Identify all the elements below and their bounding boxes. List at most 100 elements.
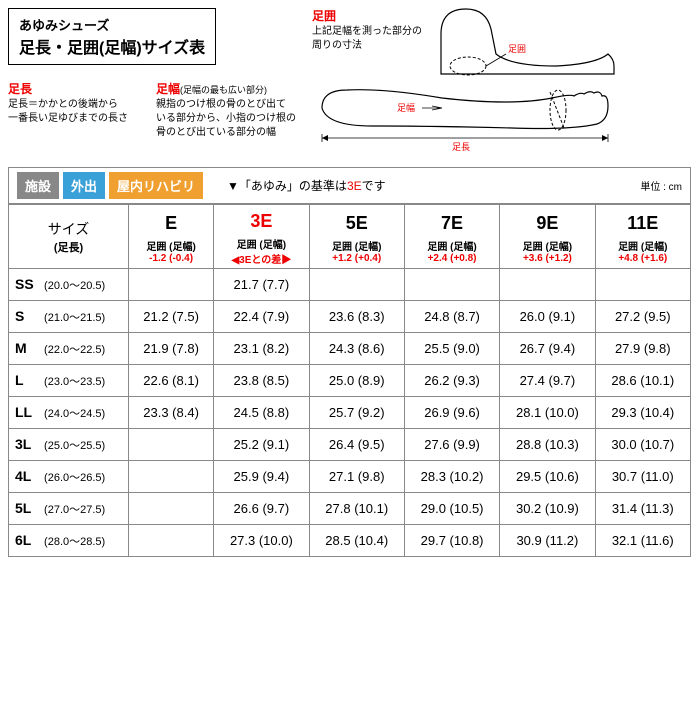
row-label: SS (20.0～20.5) bbox=[9, 269, 129, 301]
def-sokuhaba-title: 足幅 bbox=[156, 82, 180, 96]
row-code: 4L bbox=[15, 468, 41, 484]
row-label: 6L (28.0～28.5) bbox=[9, 525, 129, 557]
col-sub: 足囲 (足幅) bbox=[407, 238, 497, 253]
col-code: 7E bbox=[407, 209, 497, 238]
table-row: M (22.0～22.5)21.9 (7.8)23.1 (8.2)24.3 (8… bbox=[9, 333, 691, 365]
cell: 26.7 (9.4) bbox=[500, 333, 595, 365]
row-label: 5L (27.0～27.5) bbox=[9, 493, 129, 525]
row-code: LL bbox=[15, 404, 41, 420]
cell: 21.2 (7.5) bbox=[129, 301, 214, 333]
title-box: あゆみシューズ 足長・足囲(足幅)サイズ表 bbox=[8, 8, 216, 65]
foot-side-diagram: 足囲 bbox=[436, 4, 616, 82]
col-sub: 足囲 (足幅) bbox=[312, 238, 402, 253]
brand: あゆみシューズ bbox=[19, 15, 205, 34]
cell: 27.8 (10.1) bbox=[309, 493, 404, 525]
col-header-3E: 3E足囲 (足幅)◀3Eとの差▶ bbox=[214, 205, 309, 269]
cell: 27.2 (9.5) bbox=[595, 301, 690, 333]
row-code: 3L bbox=[15, 436, 41, 452]
def-sokuhaba-line3: 骨のとび出ている部分の幅 bbox=[156, 126, 296, 140]
row-range: (21.0～21.5) bbox=[41, 312, 105, 324]
def-sokuhaba-line2: いる部分から、小指のつけ根の bbox=[156, 112, 296, 126]
table-row: 5L (27.0～27.5)26.6 (9.7)27.8 (10.1)29.0 … bbox=[9, 493, 691, 525]
cell: 29.3 (10.4) bbox=[595, 397, 690, 429]
row-code: L bbox=[15, 372, 41, 388]
col-sub: 足囲 (足幅) bbox=[131, 238, 211, 253]
col-code: E bbox=[131, 209, 211, 238]
col-code: 9E bbox=[502, 209, 592, 238]
def-sokuhaba-subtitle: (足幅の最も広い部分) bbox=[180, 85, 267, 95]
cell: 21.9 (7.8) bbox=[129, 333, 214, 365]
standard-highlight: 3E bbox=[347, 179, 362, 193]
cell: 29.5 (10.6) bbox=[500, 461, 595, 493]
col-sub: 足囲 (足幅) bbox=[598, 238, 688, 253]
def-sokucho-title: 足長 bbox=[8, 81, 128, 98]
standard-suffix: です bbox=[362, 179, 386, 193]
row-code: M bbox=[15, 340, 41, 356]
size-header-sub: (足長) bbox=[11, 239, 126, 255]
cell: 28.6 (10.1) bbox=[595, 365, 690, 397]
cell bbox=[129, 461, 214, 493]
row-code: 6L bbox=[15, 532, 41, 548]
row-range: (24.0～24.5) bbox=[41, 408, 105, 420]
def-sokucho-line1: 足長＝かかとの後端から bbox=[8, 98, 128, 112]
unit-label: 単位 : cm bbox=[640, 178, 682, 193]
def-sokuhaba-line1: 親指のつけ根の骨のとび出て bbox=[156, 98, 296, 112]
table-row: LL (24.0～24.5)23.3 (8.4)24.5 (8.8)25.7 (… bbox=[9, 397, 691, 429]
row-range: (23.0～23.5) bbox=[41, 376, 105, 388]
cell: 28.3 (10.2) bbox=[404, 461, 499, 493]
row-range: (25.0～25.5) bbox=[41, 440, 105, 452]
cell: 30.2 (10.9) bbox=[500, 493, 595, 525]
cell: 27.6 (9.9) bbox=[404, 429, 499, 461]
cell: 24.3 (8.6) bbox=[309, 333, 404, 365]
cell: 22.6 (8.1) bbox=[129, 365, 214, 397]
cell: 23.1 (8.2) bbox=[214, 333, 309, 365]
cell bbox=[500, 269, 595, 301]
row-code: 5L bbox=[15, 500, 41, 516]
cell: 25.0 (8.9) bbox=[309, 365, 404, 397]
cell: 26.4 (9.5) bbox=[309, 429, 404, 461]
standard-prefix: ▼「あゆみ」の基準は bbox=[227, 179, 347, 193]
cell: 21.7 (7.7) bbox=[214, 269, 309, 301]
table-row: 4L (26.0～26.5)25.9 (9.4)27.1 (9.8)28.3 (… bbox=[9, 461, 691, 493]
cell: 30.9 (11.2) bbox=[500, 525, 595, 557]
row-label: M (22.0～22.5) bbox=[9, 333, 129, 365]
table-row: 3L (25.0～25.5)25.2 (9.1)26.4 (9.5)27.6 (… bbox=[9, 429, 691, 461]
cell bbox=[129, 429, 214, 461]
cell: 26.6 (9.7) bbox=[214, 493, 309, 525]
col-code: 5E bbox=[312, 209, 402, 238]
size-header: サイズ (足長) bbox=[9, 205, 129, 269]
def-sokui-line1: 上記足幅を測った部分の bbox=[312, 25, 422, 39]
col-header-E: E足囲 (足幅)-1.2 (-0.4) bbox=[129, 205, 214, 269]
row-range: (20.0～20.5) bbox=[41, 280, 105, 292]
col-code: 11E bbox=[598, 209, 688, 238]
cell bbox=[129, 525, 214, 557]
cell: 27.3 (10.0) bbox=[214, 525, 309, 557]
col-sub: 足囲 (足幅) bbox=[216, 236, 306, 251]
col-code: 3E bbox=[216, 207, 306, 236]
cell: 27.9 (9.8) bbox=[595, 333, 690, 365]
row-range: (22.0～22.5) bbox=[41, 344, 105, 356]
cell: 30.0 (10.7) bbox=[595, 429, 690, 461]
col-diff: +1.2 (+0.4) bbox=[312, 253, 402, 264]
cell: 25.7 (9.2) bbox=[309, 397, 404, 429]
col-sub: 足囲 (足幅) bbox=[502, 238, 592, 253]
cell: 22.4 (7.9) bbox=[214, 301, 309, 333]
def-sokucho: 足長 足長＝かかとの後端から 一番長い足ゆびまでの長さ bbox=[0, 77, 136, 144]
row-label: L (23.0～23.5) bbox=[9, 365, 129, 397]
col-diff: +3.6 (+1.2) bbox=[502, 253, 592, 264]
cell: 23.3 (8.4) bbox=[129, 397, 214, 429]
cell: 26.0 (9.1) bbox=[500, 301, 595, 333]
col-diff: ◀3Eとの差▶ bbox=[216, 251, 306, 266]
row-range: (27.0～27.5) bbox=[41, 504, 105, 516]
col-diff: +4.8 (+1.6) bbox=[598, 253, 688, 264]
cell bbox=[404, 269, 499, 301]
cell: 27.4 (9.7) bbox=[500, 365, 595, 397]
row-code: SS bbox=[15, 276, 41, 292]
col-header-7E: 7E足囲 (足幅)+2.4 (+0.8) bbox=[404, 205, 499, 269]
foot-top-diagram: 足幅 足長 bbox=[312, 78, 612, 156]
col-header-9E: 9E足囲 (足幅)+3.6 (+1.2) bbox=[500, 205, 595, 269]
cell: 28.1 (10.0) bbox=[500, 397, 595, 429]
cell: 23.6 (8.3) bbox=[309, 301, 404, 333]
row-range: (26.0～26.5) bbox=[41, 472, 105, 484]
def-sokui-line2: 周りの寸法 bbox=[312, 39, 422, 53]
